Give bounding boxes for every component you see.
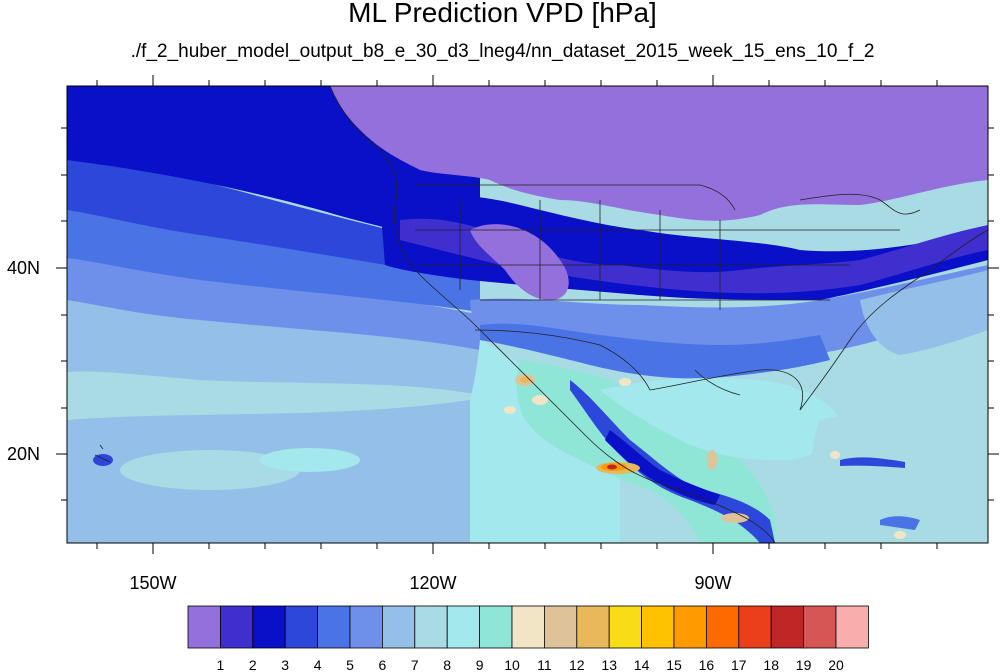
colorbar-label: 15 (666, 657, 682, 672)
axis-minor-ticks (61, 80, 994, 549)
y-tick-label: 20N (7, 444, 40, 464)
colorbar-label: 5 (346, 657, 354, 672)
colorbar-label: 16 (699, 657, 715, 672)
colorbar-swatch (835, 605, 869, 649)
colorbar-label: 11 (537, 657, 552, 672)
colorbar-label: 14 (634, 657, 650, 672)
colorbar-label: 3 (281, 657, 289, 672)
colorbar-label: 9 (476, 657, 484, 672)
colorbar-label: 4 (314, 657, 322, 672)
colorbar-swatch (576, 605, 610, 649)
colorbar-label: 6 (379, 657, 387, 672)
y-tick-label: 40N (7, 258, 40, 278)
colorbar-swatch (284, 605, 319, 649)
colorbar-swatch (544, 605, 578, 649)
colorbar-swatch (219, 605, 254, 649)
colorbar-swatch (479, 605, 513, 649)
colorbar-swatch (641, 605, 675, 649)
colorbar-label: 2 (249, 657, 257, 672)
colorbar-label: 20 (828, 657, 844, 672)
colorbar-swatch (252, 605, 286, 649)
colorbar-swatch (187, 605, 221, 649)
colorbar-swatch (349, 605, 383, 649)
map-title: ML Prediction VPD [hPa] (348, 0, 657, 28)
axis-ticks (56, 75, 999, 554)
colorbar-label: 10 (504, 657, 520, 672)
x-tick-label: 150W (129, 573, 176, 593)
colorbar-swatch (738, 605, 772, 649)
colorbar-swatch (381, 605, 416, 649)
map-field (67, 86, 988, 543)
colorbar-label: 19 (796, 657, 812, 672)
colorbar-swatch (608, 605, 643, 649)
colorbar-swatch (770, 605, 805, 649)
colorbar-label: 17 (731, 657, 747, 672)
colorbar-swatch (446, 605, 481, 649)
colorbar-swatch (511, 605, 545, 649)
colorbar-label: 7 (411, 657, 419, 672)
boundaries (94, 86, 988, 543)
colorbar-label: 18 (763, 657, 779, 672)
colorbar-swatch (803, 605, 837, 649)
x-tick-label: 120W (409, 573, 456, 593)
map-subtitle: ./f_2_huber_model_output_b8_e_30_d3_lneg… (130, 41, 875, 62)
colorbar-swatch (414, 605, 448, 649)
colorbar-swatch (706, 605, 740, 649)
colorbar-label: 8 (443, 657, 451, 672)
colorbar-label: 1 (217, 657, 225, 672)
colorbar: 1 2 3 4 5 6 7 8 9 10 11 12 13 14 15 16 17 18 19 20 (187, 605, 869, 672)
colorbar-swatch (317, 605, 351, 649)
colorbar-label: 13 (601, 657, 617, 672)
colorbar-label: 12 (569, 657, 585, 672)
x-tick-label: 90W (694, 573, 731, 593)
colorbar-swatch (673, 605, 707, 649)
